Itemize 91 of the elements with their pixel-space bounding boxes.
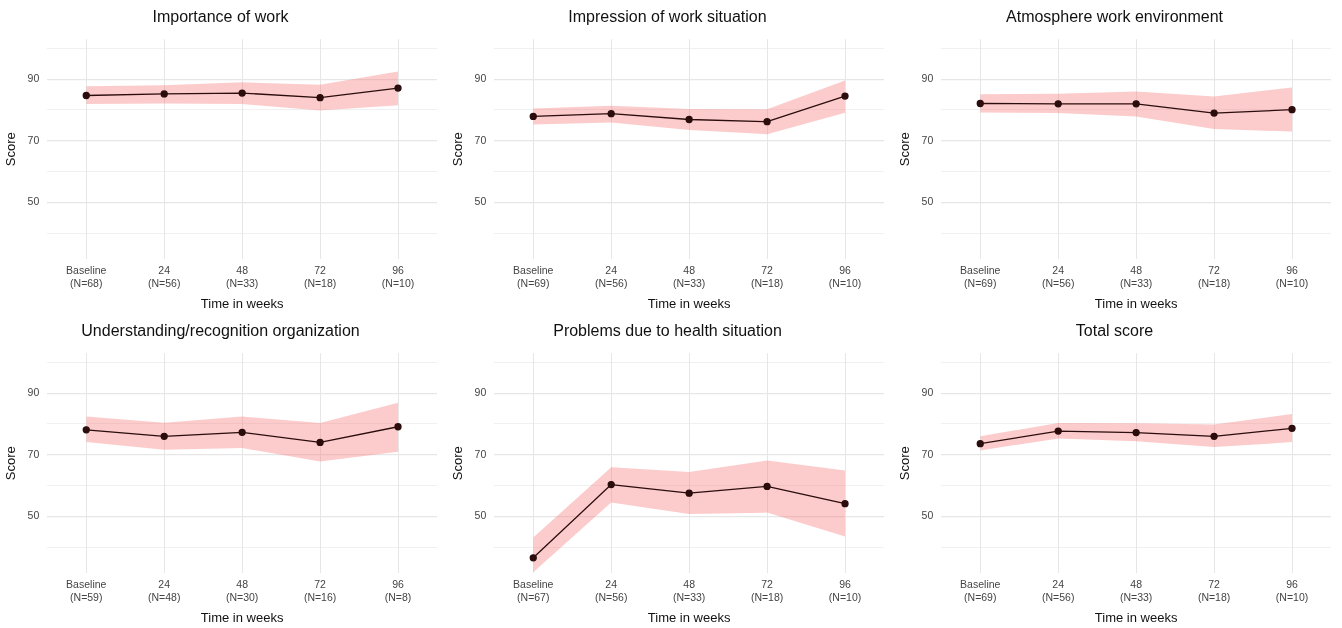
x-tick-label: 24 (N=56) [148,264,181,289]
x-tick-label: 72 (N=16) [303,578,337,603]
y-tick-label: 50 [27,195,40,208]
y-axis-title: Score [3,446,19,481]
point [82,426,90,434]
x-tick-label: 72 (N=18) [1197,264,1231,289]
x-tick-label: 48 (N=33) [672,578,706,603]
point [607,110,615,118]
point [763,482,771,491]
point [316,438,324,447]
point [1288,424,1296,432]
point [1054,100,1062,108]
x-tick-label: 96 (N=10) [1275,578,1309,603]
y-tick-label: 50 [921,195,934,208]
y-tick-label: 70 [27,133,40,146]
point [976,440,984,448]
point [1210,109,1218,117]
point [1132,428,1140,437]
x-tick-label: 96 (N=10) [828,264,862,289]
point [685,115,693,124]
point [529,554,537,562]
x-tick-label: 48 (N=33) [672,264,706,289]
y-tick-label: 90 [27,72,40,85]
point [841,92,849,100]
chart-title: Importance of work [152,8,290,26]
x-tick-label: 24 (N=56) [595,264,628,289]
x-tick-label: 72 (N=18) [1197,578,1231,603]
x-tick-label: Baseline (N=69) [960,578,1001,603]
y-tick-label: 90 [27,386,40,399]
x-tick-label: 48 (N=30) [225,578,259,603]
y-tick-label: 90 [474,386,487,399]
point [1210,432,1218,440]
x-axis-title: Time in weeks [1094,295,1178,311]
chart-title: Total score [1075,322,1154,340]
y-tick-label: 90 [474,72,487,85]
point [607,480,615,489]
x-axis-title: Time in weeks [200,609,284,625]
x-tick-label: 96 (N=10) [1275,264,1309,289]
x-tick-label: 24 (N=56) [595,578,628,603]
point [160,432,168,440]
x-tick-label: 72 (N=18) [750,264,784,289]
y-tick-label: 50 [921,509,934,522]
x-tick-label: 96 (N=10) [381,264,415,289]
x-tick-label: 24 (N=56) [1042,264,1075,289]
x-tick-label: 96 (N=10) [828,578,862,603]
point [976,99,984,108]
y-tick-label: 70 [474,133,487,146]
y-tick-label: 70 [27,447,40,460]
y-axis-title: Score [450,132,466,167]
x-axis-title: Time in weeks [647,609,731,625]
x-tick-label: 48 (N=33) [1119,578,1153,603]
x-tick-label: Baseline (N=59) [66,578,107,603]
y-axis-title: Score [897,132,913,167]
chart-title: Understanding/recognition organization [81,322,360,340]
x-tick-label: 24 (N=48) [148,578,181,603]
y-axis-title: Score [3,132,19,167]
y-axis-title: Score [897,446,913,481]
y-tick-label: 70 [921,133,934,146]
point [685,489,693,497]
x-tick-label: Baseline (N=67) [513,578,554,603]
x-tick-label: 72 (N=18) [750,578,784,603]
chart-title: Impression of work situation [568,8,767,26]
y-axis-title: Score [450,446,466,481]
x-tick-label: Baseline (N=69) [513,264,554,289]
x-tick-label: Baseline (N=68) [66,264,107,289]
point [1132,100,1140,108]
x-tick-label: 72 (N=18) [303,264,337,289]
point [529,112,537,121]
y-tick-label: 90 [921,386,934,399]
chart-title: Problems due to health situation [553,322,782,340]
point [763,118,771,126]
y-tick-label: 50 [474,509,487,522]
point [1054,427,1062,435]
y-tick-label: 70 [474,447,487,460]
x-axis-title: Time in weeks [647,295,731,311]
point [394,423,402,431]
x-tick-label: 96 (N=8) [384,578,412,603]
y-tick-label: 90 [921,72,934,85]
y-tick-label: 70 [921,447,934,460]
x-tick-label: 48 (N=33) [225,264,259,289]
point [1288,106,1296,114]
y-tick-label: 50 [27,509,40,522]
x-tick-label: 24 (N=56) [1042,578,1075,603]
x-tick-label: Baseline (N=69) [960,264,1001,289]
x-axis-title: Time in weeks [1094,609,1178,625]
point [841,500,849,508]
x-axis-title: Time in weeks [200,295,284,311]
point [238,428,246,436]
x-tick-label: 48 (N=33) [1119,264,1153,289]
chart-title: Atmosphere work environment [1006,8,1224,26]
y-tick-label: 50 [474,195,487,208]
